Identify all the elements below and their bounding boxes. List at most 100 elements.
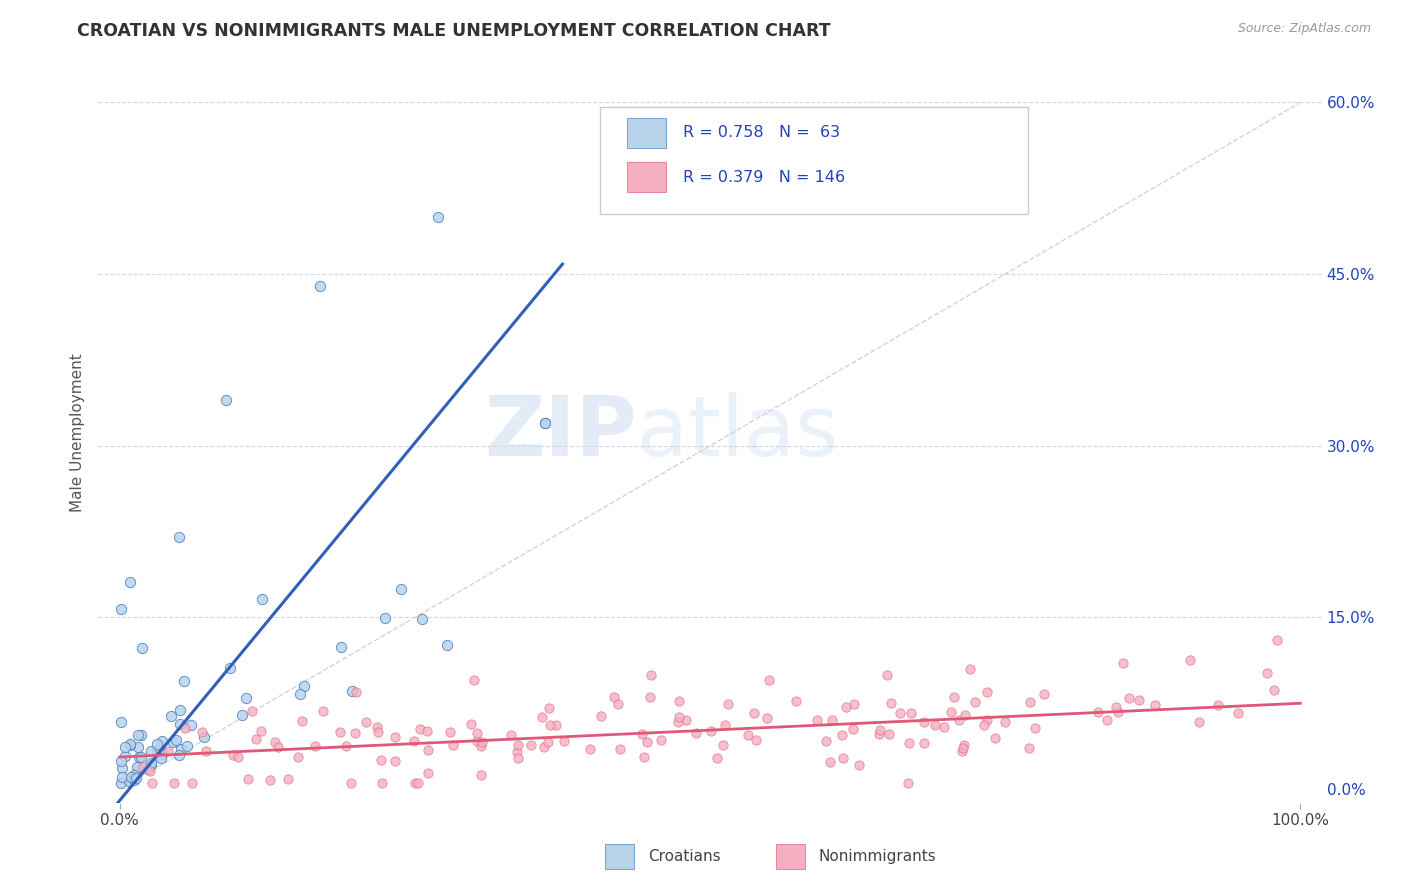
Point [427,210,450,224]
Point [136,762,159,776]
Point [1018,740,1040,755]
Point [924,718,946,732]
Point [139,758,162,772]
Point [948,713,970,727]
Point [436,638,458,652]
Point [465,733,488,747]
Point [640,667,662,681]
Point [538,717,561,731]
Point [259,773,281,788]
Point [842,722,865,736]
Point [756,711,779,725]
Point [941,705,963,719]
Point [666,715,689,730]
Text: Croatians: Croatians [648,848,720,863]
Point [218,660,240,674]
Point [959,662,981,676]
Point [806,713,828,727]
Point [973,717,995,731]
Point [506,751,529,765]
Point [685,726,707,740]
Point [240,704,263,718]
Point [1226,706,1249,720]
Point [150,734,173,748]
Point [844,698,866,712]
Point [165,733,187,747]
Point [127,728,149,742]
Point [818,756,841,770]
Point [128,763,150,777]
Point [340,776,363,790]
Point [578,742,600,756]
Point [181,776,204,790]
Point [465,726,488,740]
Point [758,673,780,688]
Point [370,753,392,767]
Point [630,727,652,741]
Point [291,714,314,728]
Point [129,728,152,742]
Point [176,739,198,753]
Point [267,740,290,755]
Point [952,741,974,756]
Point [309,278,332,293]
Point [706,751,728,765]
Point [1256,665,1278,680]
Point [831,728,853,742]
Point [215,392,238,407]
Point [609,742,631,756]
Point [408,723,430,737]
Point [538,701,561,715]
Point [277,772,299,787]
FancyBboxPatch shape [627,118,666,147]
Point [111,761,134,775]
Point [1112,656,1135,670]
Point [897,736,920,750]
Point [404,734,426,748]
Point [1265,633,1288,648]
Point [668,710,690,724]
Point [343,726,366,740]
Point [533,739,555,754]
Point [141,776,163,790]
Point [470,739,492,753]
Text: R = 0.758   N =  63: R = 0.758 N = 63 [683,125,841,140]
Point [329,724,352,739]
Point [832,751,855,765]
Point [371,776,394,790]
Point [114,749,136,764]
Point [366,721,388,735]
Point [128,750,150,764]
Text: Nonimmigrants: Nonimmigrants [818,848,936,863]
FancyBboxPatch shape [627,162,666,192]
Point [533,416,555,430]
Point [139,764,162,778]
Point [897,776,920,790]
Point [531,709,554,723]
Point [162,734,184,748]
Point [312,704,335,718]
Point [150,751,173,765]
Point [329,640,352,654]
Point [976,714,998,728]
Point [167,530,190,544]
Point [932,720,955,734]
Point [711,739,734,753]
Point [471,735,494,749]
Point [127,739,149,754]
Point [122,767,145,781]
Text: atlas: atlas [637,392,838,473]
Point [506,745,529,759]
Point [544,718,567,732]
Point [821,713,844,727]
Point [252,591,274,606]
Point [125,760,148,774]
Point [441,738,464,752]
Point [146,737,169,751]
Point [131,641,153,656]
Point [195,744,218,758]
Point [1107,705,1129,719]
Point [250,723,273,738]
Point [118,774,141,789]
Point [111,770,134,784]
